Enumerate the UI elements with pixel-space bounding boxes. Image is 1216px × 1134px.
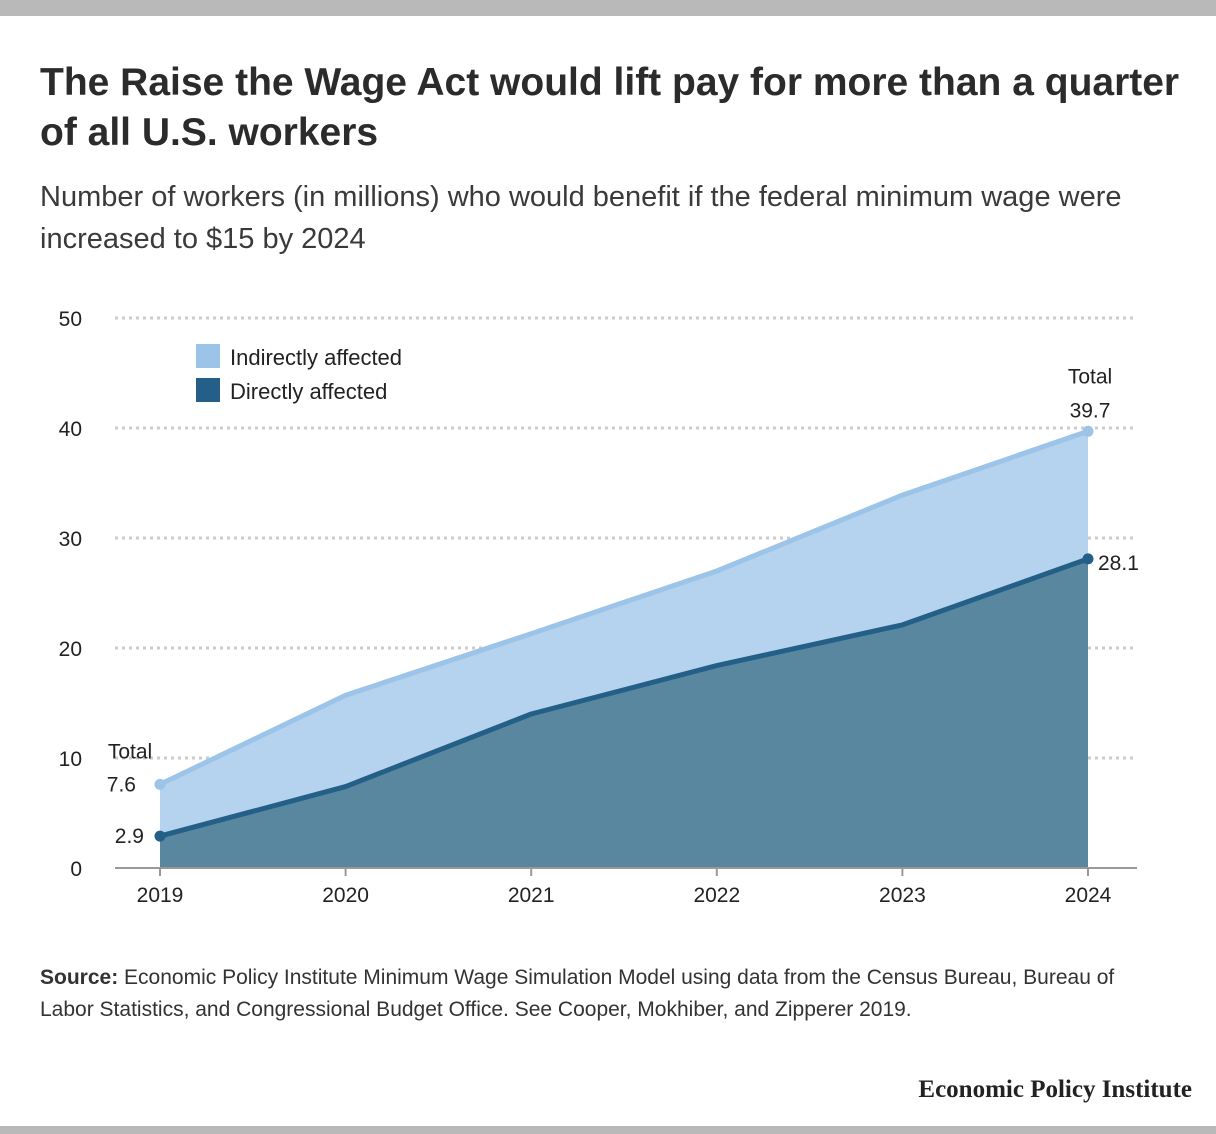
y-tick-label: 10 [59, 748, 82, 771]
legend-label-direct: Directly affected [230, 379, 387, 404]
end-direct-value: 28.1 [1098, 552, 1139, 575]
point-marker [1082, 553, 1094, 565]
legend-label-indirect: Indirectly affected [230, 345, 402, 370]
area-chart: 0 10 20 30 40 50 2019 2020 2021 2022 2023 2024 Total… [59, 308, 1139, 907]
start-total-value: 7.6 [107, 773, 136, 796]
legend-swatch-direct [196, 378, 220, 402]
chart-title: The Raise the Wage Act would lift pay fo… [40, 61, 1180, 154]
source-text: Economic Policy Institute Minimum Wage S… [40, 966, 1115, 1021]
x-tick-label: 2022 [693, 884, 740, 907]
brand-logo: Economic Policy Institute [918, 1076, 1192, 1103]
y-tick-label: 20 [59, 638, 82, 661]
source-label: Source: [40, 966, 119, 989]
point-marker [1082, 425, 1094, 437]
y-tick-label: 40 [59, 418, 82, 441]
source-note: Source: Economic Policy Institute Minimu… [40, 962, 1160, 1026]
y-tick-label: 50 [59, 308, 82, 331]
y-tick-label: 0 [70, 858, 82, 881]
total-line [158, 428, 1089, 787]
direct-line [159, 556, 1089, 839]
point-marker [154, 778, 166, 790]
start-direct-value: 2.9 [115, 825, 144, 848]
bottom-border [0, 1126, 1216, 1134]
top-border [0, 0, 1216, 16]
end-total-value: 39.7 [1070, 399, 1111, 422]
x-tick-label: 2020 [322, 884, 369, 907]
start-total-label: Total [108, 740, 152, 763]
x-tick-label: 2019 [137, 884, 184, 907]
x-tick-label: 2021 [508, 884, 555, 907]
chart-subtitle: Number of workers (in millions) who woul… [40, 181, 1122, 255]
x-tick-label: 2024 [1065, 884, 1112, 907]
end-total-label: Total [1068, 365, 1112, 388]
legend-swatch-indirect [196, 344, 220, 368]
x-tick-label: 2023 [879, 884, 926, 907]
y-tick-label: 30 [59, 528, 82, 551]
point-marker [154, 830, 166, 842]
